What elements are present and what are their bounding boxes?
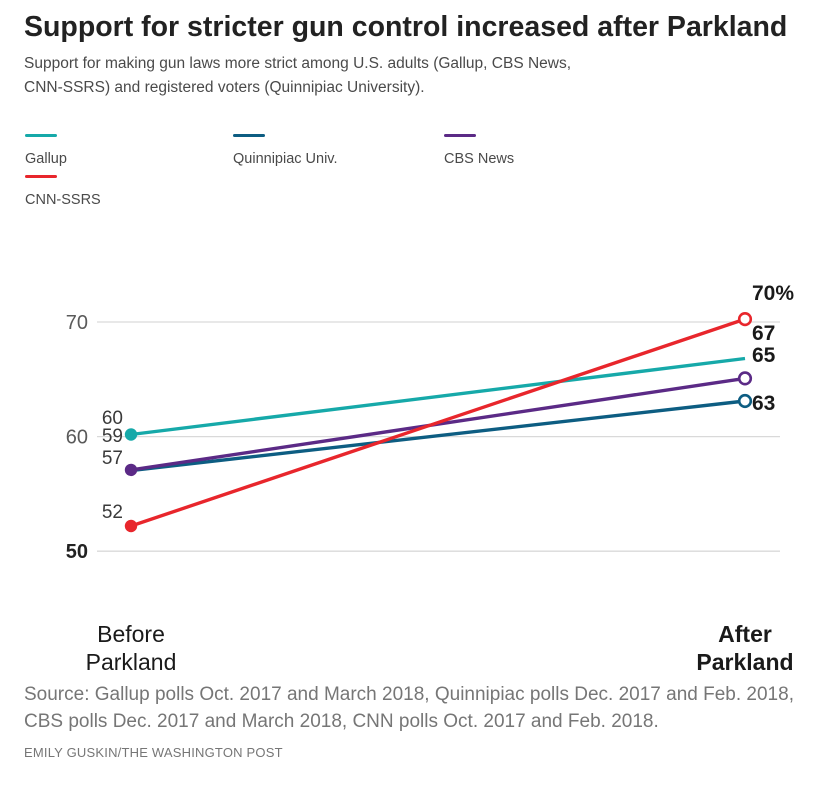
svg-text:59: 59 bbox=[102, 426, 123, 447]
svg-text:63: 63 bbox=[752, 392, 775, 415]
svg-text:50: 50 bbox=[66, 541, 88, 563]
svg-text:65: 65 bbox=[752, 344, 776, 367]
svg-text:67: 67 bbox=[752, 322, 775, 345]
svg-text:70: 70 bbox=[66, 312, 88, 334]
svg-text:52: 52 bbox=[102, 502, 123, 523]
svg-text:60: 60 bbox=[66, 427, 88, 449]
svg-text:57: 57 bbox=[102, 448, 123, 469]
svg-text:70%: 70% bbox=[752, 282, 794, 305]
